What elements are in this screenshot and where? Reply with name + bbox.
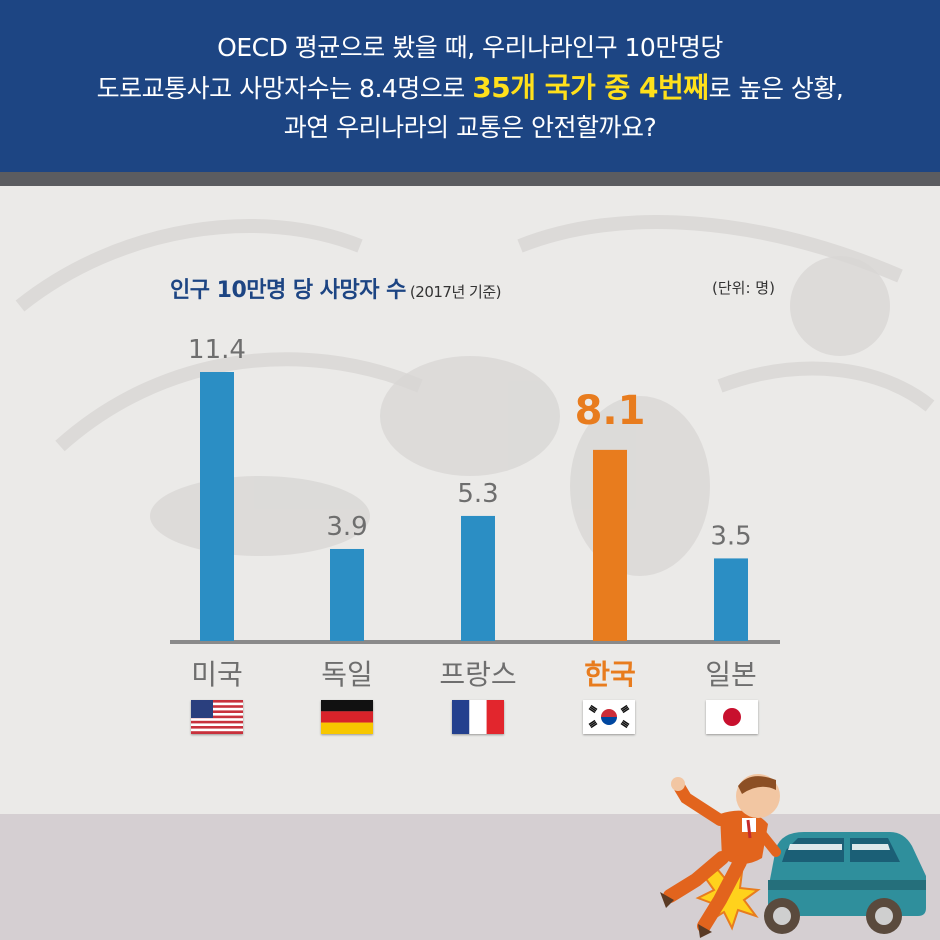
- value-label-2: 5.3: [457, 479, 498, 509]
- chart-unit-note: (단위: 명): [712, 279, 775, 297]
- france-flag-icon: [452, 700, 504, 734]
- bar-0: [200, 372, 234, 641]
- header-highlight: 35개 국가 중 4번째: [472, 71, 709, 104]
- x-axis-baseline: [170, 640, 780, 644]
- category-label-1: 독일: [321, 658, 373, 691]
- korea-flag-icon: [583, 700, 635, 734]
- header-line-2-post: 로 높은 상황,: [708, 74, 844, 103]
- bar-4: [714, 558, 748, 641]
- header-line-2: 도로교통사고 사망자수는 8.4명으로 35개 국가 중 4번째로 높은 상황,: [0, 70, 940, 107]
- category-label-0: 미국: [191, 658, 243, 691]
- header-divider: [0, 172, 940, 186]
- japan-flag-icon: [706, 700, 758, 734]
- header-line-3: 과연 우리나라의 교통은 안전할까요?: [283, 113, 657, 142]
- category-label-3: 한국: [584, 658, 636, 691]
- bar-2: [461, 515, 495, 641]
- header-line-1: OECD 평균으로 봤을 때, 우리나라인구 10만명당: [217, 33, 723, 62]
- category-label-2: 프랑스: [439, 658, 516, 691]
- value-label-1: 3.9: [326, 512, 367, 542]
- bar-3: [593, 449, 627, 641]
- chart-title: 인구 10만명 당 사망자 수 (2017년 기준): [170, 272, 501, 304]
- value-label-3: 8.1: [575, 388, 646, 434]
- man-hit-by-car-illustration: [660, 774, 926, 938]
- man-icon: [660, 774, 781, 938]
- us-flag-icon: [191, 700, 243, 734]
- value-label-0: 11.4: [188, 335, 246, 365]
- value-label-4: 3.5: [710, 521, 751, 551]
- bar-1: [330, 548, 364, 641]
- chart-subtitle: (2017년 기준): [409, 283, 502, 301]
- chart-title-text: 인구 10만명 당 사망자 수: [170, 278, 406, 303]
- header-banner: OECD 평균으로 봤을 때, 우리나라인구 10만명당 도로교통사고 사망자수…: [0, 0, 940, 172]
- category-label-4: 일본: [705, 658, 757, 691]
- car-icon: [764, 832, 926, 934]
- germany-flag-icon: [321, 700, 373, 734]
- header-line-2-pre: 도로교통사고 사망자수는 8.4명으로: [96, 74, 473, 103]
